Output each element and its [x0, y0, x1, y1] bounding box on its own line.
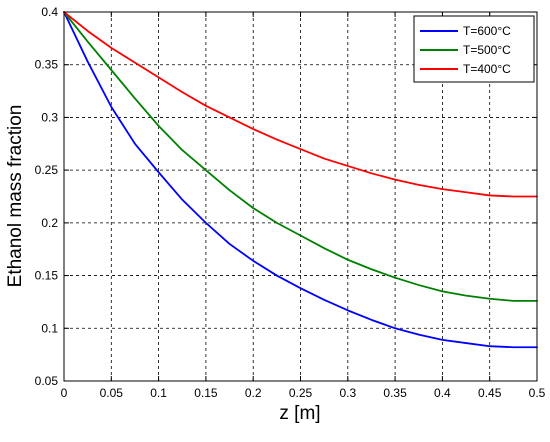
legend-label-400: T=400°C [463, 62, 511, 76]
y-tick-label: 0.2 [41, 216, 58, 230]
legend-label-600: T=600°C [463, 24, 511, 38]
x-tick-label: 0.1 [150, 386, 167, 400]
x-tick-label: 0.3 [339, 386, 356, 400]
series-line-2 [63, 11, 538, 198]
x-tick-label: 0.5 [529, 386, 546, 400]
y-tick-label: 0.3 [41, 110, 58, 124]
x-tick-label: 0.25 [289, 386, 313, 400]
y-tick-label: 0.4 [41, 5, 58, 19]
x-tick-label: 0 [61, 386, 68, 400]
series-lines [63, 11, 538, 349]
x-tick-label: 0.05 [100, 386, 124, 400]
y-axis-title: Ethanol mass fraction [5, 105, 26, 288]
x-tick-label: 0.35 [383, 386, 407, 400]
x-tick-label: 0.4 [434, 386, 451, 400]
legend: T=600°C T=500°C T=400°C [413, 15, 535, 83]
x-tick-label: 0.2 [245, 386, 262, 400]
x-tick-label: 0.15 [194, 386, 218, 400]
legend-label-500: T=500°C [463, 43, 511, 57]
y-tick-label: 0.15 [35, 269, 59, 283]
y-tick-label: 0.35 [35, 58, 59, 72]
x-tick-label: 0.45 [478, 386, 502, 400]
axis-ticks [63, 11, 538, 382]
y-tick-label: 0.1 [41, 321, 58, 335]
tick-labels: 0 0.05 0.1 0.15 0.2 0.25 0.3 0.35 0.4 0.45 0.50.05… [35, 5, 546, 400]
y-tick-label: 0.05 [35, 374, 59, 388]
y-tick-label: 0.25 [35, 163, 59, 177]
series-line-0 [63, 11, 538, 349]
series-line-1 [63, 11, 538, 302]
x-axis-title: z [m] [279, 403, 320, 424]
